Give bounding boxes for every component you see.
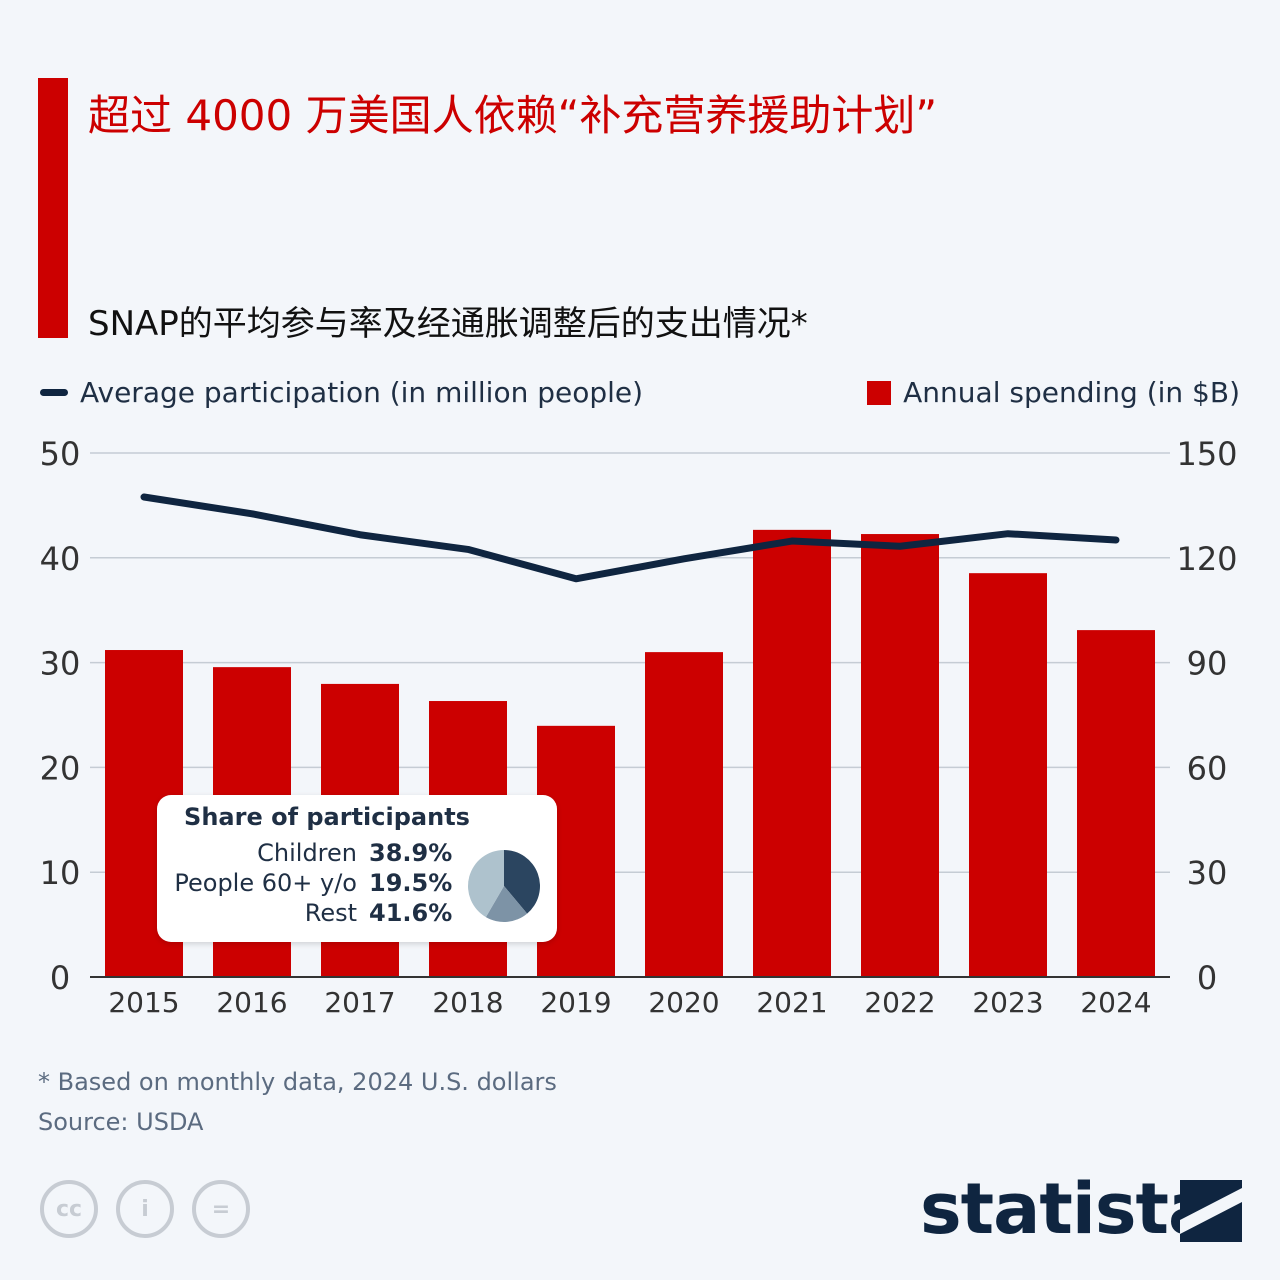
- bar-2020: [645, 652, 723, 977]
- bar-2022: [861, 534, 939, 977]
- no-derivatives-icon[interactable]: =: [192, 1180, 250, 1238]
- inset-value: 41.6%: [369, 899, 453, 927]
- left-tick-label: 10: [40, 854, 81, 892]
- x-tick-label: 2019: [540, 986, 611, 1019]
- statista-logo-mark-icon: [1180, 1180, 1242, 1242]
- right-tick-label: 30: [1187, 854, 1228, 892]
- inset-label: People 60+ y/o: [174, 869, 357, 897]
- share-inset: Share of participants Children 38.9% Peop…: [157, 795, 557, 942]
- left-tick-label: 30: [40, 645, 81, 683]
- inset-title: Share of participants: [184, 803, 470, 831]
- legend-spending: Annual spending (in $B): [867, 376, 1240, 409]
- legend-label: Average participation (in million people…: [80, 376, 644, 409]
- statista-logo[interactable]: statista: [920, 1168, 1215, 1250]
- inset-label: Rest: [304, 899, 357, 927]
- x-tick-label: 2016: [216, 986, 287, 1019]
- bar-2024: [1077, 630, 1155, 977]
- right-tick-label: 0: [1197, 959, 1217, 997]
- x-tick-label: 2022: [864, 986, 935, 1019]
- right-tick-label: 150: [1176, 435, 1237, 473]
- x-tick-label: 2017: [324, 986, 395, 1019]
- legend-participation: Average participation (in million people…: [40, 376, 643, 409]
- inset-row: People 60+ y/o 19.5%: [174, 869, 453, 897]
- left-tick-label: 20: [40, 749, 81, 787]
- share-pie: [468, 850, 540, 922]
- pie-slice-rest: [468, 850, 504, 918]
- source: Source: USDA: [38, 1108, 204, 1136]
- line-swatch: [40, 389, 68, 396]
- inset-label: Children: [257, 839, 357, 867]
- inset-row: Children 38.9%: [257, 839, 453, 867]
- x-tick-label: 2024: [1080, 986, 1151, 1019]
- left-tick-label: 40: [40, 540, 81, 578]
- bar-swatch: [867, 380, 892, 405]
- right-tick-label: 120: [1176, 540, 1237, 578]
- pie-slice-children: [504, 850, 540, 914]
- pie-slice-people-60-y-o: [485, 886, 528, 922]
- inset-value: 38.9%: [369, 839, 453, 867]
- chart-title: 超过 4000 万美国人依赖“补充营养援助计划”: [88, 91, 938, 140]
- footnote: * Based on monthly data, 2024 U.S. dolla…: [38, 1068, 557, 1096]
- x-tick-label: 2021: [756, 986, 827, 1019]
- chart-subtitle: SNAP的平均参与率及经通胀调整后的支出情况*: [88, 304, 808, 344]
- inset-row: Rest 41.6%: [304, 899, 453, 927]
- inset-value: 19.5%: [369, 869, 453, 897]
- bar-2021: [753, 529, 831, 977]
- attribution-icon[interactable]: i: [116, 1180, 174, 1238]
- right-tick-label: 60: [1187, 749, 1228, 787]
- x-tick-label: 2018: [432, 986, 503, 1019]
- x-tick-label: 2023: [972, 986, 1043, 1019]
- left-tick-label: 0: [50, 959, 70, 997]
- participation-line: [140, 493, 1120, 583]
- left-tick-label: 50: [40, 435, 81, 473]
- legend-label: Annual spending (in $B): [903, 376, 1240, 409]
- title-accent-bar: [38, 78, 68, 338]
- x-tick-label: 2015: [108, 986, 179, 1019]
- right-tick-label: 90: [1187, 645, 1228, 683]
- cc-icon[interactable]: cc: [40, 1180, 98, 1238]
- x-tick-label: 2020: [648, 986, 719, 1019]
- bar-2023: [969, 573, 1047, 977]
